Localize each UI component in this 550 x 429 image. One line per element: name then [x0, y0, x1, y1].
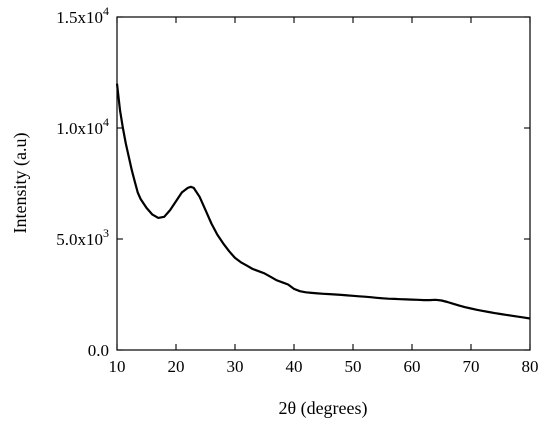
y-tick-exponent: 4 [103, 4, 109, 18]
y-axis-label: Intensity (a.u) [10, 133, 31, 234]
x-tick-label: 40 [286, 357, 303, 376]
y-tick-label: 5.0x103 [56, 226, 109, 249]
x-axis-label: 2θ (degrees) [278, 398, 367, 419]
x-axis-ticks: 10 20 30 40 50 60 70 80 [109, 17, 539, 376]
x-tick-label: 20 [168, 357, 185, 376]
y-tick-mantissa: 5.0x10 [56, 230, 103, 249]
x-tick-label: 10 [109, 357, 126, 376]
plot-frame [116, 16, 531, 351]
x-tick-label: 80 [522, 357, 539, 376]
y-tick-mantissa: 0.0 [88, 341, 109, 360]
x-tick-label: 60 [404, 357, 421, 376]
y-tick-label: 0.0 [88, 341, 109, 360]
y-tick-exponent: 4 [103, 115, 109, 129]
y-tick-mantissa: 1.0x10 [56, 119, 103, 138]
y-tick-mantissa: 1.5x10 [56, 8, 103, 27]
y-tick-label: 1.5x104 [56, 4, 109, 27]
series-line [115, 83, 531, 320]
x-tick-label: 30 [227, 357, 244, 376]
x-tick-label: 70 [463, 357, 480, 376]
y-tick-exponent: 3 [103, 226, 109, 240]
x-tick-label: 50 [345, 357, 362, 376]
y-tick-label: 1.0x104 [56, 115, 109, 138]
